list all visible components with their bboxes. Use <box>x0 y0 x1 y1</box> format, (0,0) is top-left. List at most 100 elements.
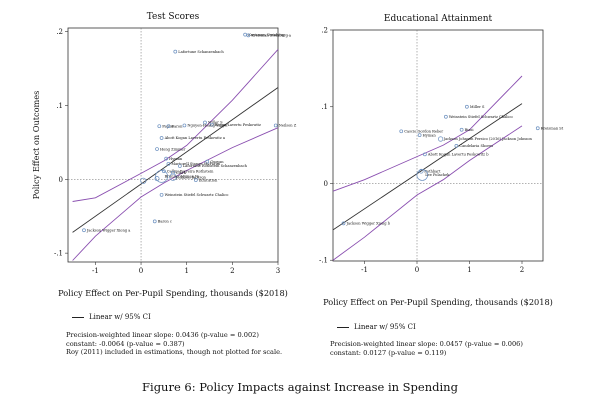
point-label: Cascio Gordon Reber <box>404 130 443 134</box>
data-point <box>164 156 169 161</box>
x-tick-label: 0 <box>139 267 143 275</box>
legend-label: Linear w/ 95% CI <box>354 323 416 331</box>
data-point <box>417 133 422 137</box>
x-tick-label: 3 <box>276 267 280 275</box>
data-point <box>166 161 171 166</box>
legend-label: Linear w/ 95% CI <box>89 313 151 321</box>
data-point <box>465 104 469 109</box>
data-point <box>203 120 207 125</box>
y-tick-label: -.1 <box>54 250 63 258</box>
plot-frame <box>67 27 279 263</box>
chart-title: Educational Attainment <box>384 14 493 24</box>
data-point <box>205 159 210 164</box>
data-point <box>246 33 251 38</box>
note-attainment-1: Precision-weighted linear slope: 0.0457 … <box>330 340 523 348</box>
data-point <box>157 124 162 129</box>
point-label: Rothbart <box>424 169 441 173</box>
data-point <box>399 129 404 134</box>
point-label: Martorell Stange McFarlin <box>171 162 220 166</box>
data-point <box>423 152 427 157</box>
data-point <box>182 123 187 128</box>
point-label: Papke <box>162 124 173 128</box>
legend-line-swatch <box>72 316 84 318</box>
data-point <box>454 144 459 148</box>
point-label: Neilson Z <box>279 124 297 128</box>
data-point <box>243 32 247 37</box>
data-point <box>459 127 464 132</box>
point-label: Biasi <box>465 128 475 132</box>
point-label: Education <box>199 178 218 182</box>
data-point <box>140 177 147 184</box>
note-test-scores-2: constant: -0.0064 (p-value = 0.387) <box>66 339 185 348</box>
point-label: Kogan Lavertu Peskowitz <box>215 123 261 127</box>
x-tick-label: -1 <box>361 266 368 274</box>
data-point <box>535 126 540 131</box>
point-label: Lafortune Rothstein Schanzenbach <box>183 164 248 168</box>
data-point <box>159 136 164 140</box>
plot-frame <box>332 29 544 262</box>
data-point <box>341 221 346 226</box>
point-label: Cellini Ferreira Rothstein <box>167 169 214 173</box>
y-tick-label: 0 <box>59 176 63 184</box>
data-point <box>162 169 166 174</box>
data-point <box>416 169 429 181</box>
fit-line <box>332 103 523 231</box>
x-axis-label: Policy Effect on Per-Pupil Spending, tho… <box>323 297 553 307</box>
point-label: Guryan <box>210 160 224 164</box>
point-label: Hong Zimmer <box>160 147 186 151</box>
point-label: Jackson Wigger Xiong a <box>86 228 131 232</box>
note-test-scores-3: Roy (2011) included in estimations, thou… <box>66 348 283 357</box>
data-point <box>155 147 159 151</box>
chart-title: Test Scores <box>147 12 200 22</box>
y-tick-label: .2 <box>56 28 63 36</box>
point-label: Weinstein Stiefel Schwartz Chalico <box>165 193 229 197</box>
ci-lower-line <box>332 125 523 261</box>
point-label: Lafortune Schanzenbach <box>178 50 224 54</box>
y-tick-label: .1 <box>56 102 63 110</box>
data-point <box>169 173 177 181</box>
point-label: Miller S <box>470 105 485 109</box>
data-point <box>173 49 178 54</box>
data-point <box>438 136 444 142</box>
point-label: Baron c <box>158 220 172 224</box>
point-label: Miller S <box>208 121 223 125</box>
x-tick-label: 1 <box>184 267 188 275</box>
point-label: Brunner Hyman Ju <box>165 175 200 179</box>
data-point <box>154 176 160 182</box>
point-label: Nguyen-Hoang Yinger <box>187 124 228 128</box>
y-tick-label: -.1 <box>319 257 328 265</box>
x-tick-label: 1 <box>467 266 471 274</box>
data-point <box>152 219 157 224</box>
point-label: Clark <box>176 171 187 175</box>
point-label: Hyman <box>423 133 437 137</box>
note-attainment-2: constant: 0.0127 (p-value = 0.119) <box>330 348 447 357</box>
point-label: Kreisman Steinberg ... <box>248 33 289 37</box>
point-label: Jackson Johnson Persico (2016) Jackson J… <box>443 137 533 141</box>
note-test-scores-1: Precision-weighted linear slope: 0.0436 … <box>66 331 259 339</box>
legend-educational-attainment: Linear w/ 95% CI <box>337 323 416 331</box>
legend-test-scores: Linear w/ 95% CI <box>72 313 151 321</box>
x-axis-label: Policy Effect on Per-Pupil Spending, tho… <box>58 288 288 298</box>
data-point <box>444 114 448 119</box>
data-point <box>159 192 164 197</box>
data-point <box>82 228 86 233</box>
data-point <box>209 122 214 127</box>
point-label: Weinstein Stiefel Schwartz Chalico <box>449 115 513 119</box>
point-label: Baron <box>171 124 183 128</box>
point-label: Abott Kogan Lavertu Peskowitz a <box>164 136 226 140</box>
x-tick-label: -1 <box>92 267 99 275</box>
y-tick-label: .1 <box>321 103 328 111</box>
x-tick-label: 0 <box>415 266 419 274</box>
fit-line <box>72 87 279 233</box>
point-label: Candelaria Shores <box>459 144 493 148</box>
x-tick-label: 2 <box>230 267 234 275</box>
y-tick-label: .2 <box>321 27 328 35</box>
point-label: Lee Polachek <box>425 173 450 177</box>
data-point <box>171 170 175 175</box>
legend-line-swatch <box>337 326 349 328</box>
ci-upper-line <box>332 75 523 192</box>
point-label: Jackson Wigger Xiong b <box>346 222 391 226</box>
point-label: Johnson Jackson <box>175 175 206 179</box>
